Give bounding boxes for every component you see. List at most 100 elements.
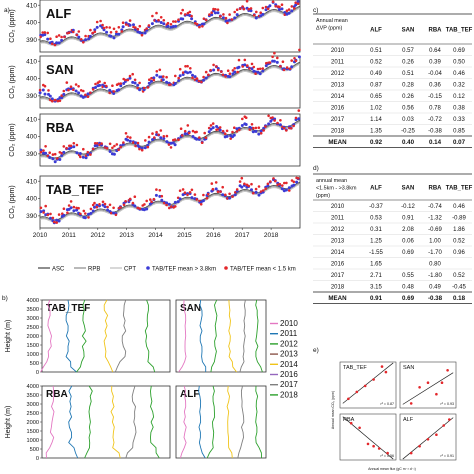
lower-point <box>250 123 254 126</box>
lower-point <box>279 65 282 68</box>
upper-point <box>202 78 206 82</box>
upper-point <box>121 25 125 29</box>
table-mean-cell: 0.40 <box>402 139 415 146</box>
y-tick-label: 400 <box>26 76 37 83</box>
lower-point <box>296 2 300 5</box>
lower-point <box>55 35 58 38</box>
lower-point <box>111 84 114 87</box>
upper-point <box>74 89 78 93</box>
upper-point <box>41 88 45 92</box>
y-tick-label: 390 <box>26 93 37 100</box>
upper-point <box>290 65 294 69</box>
lower-point <box>218 126 222 129</box>
upper-point <box>162 137 166 140</box>
lower-point <box>44 204 47 208</box>
upper-point <box>197 137 201 141</box>
table-cell: 0.46 <box>453 204 465 210</box>
table-cell: 0.28 <box>402 82 414 88</box>
upper-point <box>261 69 265 73</box>
timeseries-panel-rba: RBA 390 400 410 CO₂ (ppm) <box>9 109 301 167</box>
lower-point <box>250 62 254 66</box>
lower-point <box>261 6 265 10</box>
upper-point <box>188 70 192 74</box>
lower-point <box>86 150 90 154</box>
lower-point <box>74 83 78 86</box>
lower-point <box>128 19 132 22</box>
upper-point <box>178 74 182 78</box>
lower-point <box>194 21 197 25</box>
y-tick-label: 1000 <box>27 352 39 358</box>
upper-point <box>55 218 59 222</box>
lower-point <box>245 0 249 3</box>
table-cell: 0.49 <box>429 284 441 290</box>
upper-point <box>122 82 126 85</box>
table-header-cell: SAN <box>402 28 415 34</box>
lower-point <box>66 211 69 214</box>
upper-point <box>221 193 225 197</box>
lower-point <box>146 145 150 149</box>
regression-point <box>418 444 421 448</box>
lower-point <box>273 51 276 55</box>
upper-point <box>78 152 82 155</box>
table-cell: 2012 <box>331 227 345 233</box>
year-legend-label: 2012 <box>280 339 298 348</box>
table-cell: 0.87 <box>370 82 382 88</box>
table-mean-cell: 0.69 <box>402 295 415 302</box>
lower-point <box>91 88 95 91</box>
lower-point <box>75 206 78 210</box>
station-label: RBA <box>46 120 75 135</box>
upper-point <box>207 130 211 134</box>
panel-c: c) Annual mean ΔVP (ppm) ALF SAN RBA TAB_TEF 2… <box>313 7 473 148</box>
lower-point <box>290 5 294 8</box>
table-mean-cell: 0.14 <box>429 139 442 146</box>
upper-point <box>98 83 102 87</box>
lower-point <box>132 141 135 144</box>
lower-point <box>151 14 154 18</box>
regression-frame <box>399 413 457 461</box>
lower-point <box>47 89 50 92</box>
lower-point <box>91 147 95 151</box>
upper-point <box>89 211 93 215</box>
upper-point <box>280 187 284 191</box>
upper-point <box>112 211 116 215</box>
y-tick-label: 410 <box>26 178 37 185</box>
lower-point <box>254 10 258 14</box>
upper-point <box>143 146 147 150</box>
lower-point <box>140 148 144 152</box>
upper-point <box>150 79 153 83</box>
lower-point <box>120 30 124 33</box>
table-cell: -1.80 <box>428 273 442 279</box>
lower-point <box>196 23 199 26</box>
y-tick-label: 2500 <box>27 325 39 331</box>
profile-line <box>114 299 127 373</box>
upper-point <box>84 156 88 160</box>
table-header-cell: TAB_TEF <box>446 186 473 192</box>
lower-point <box>121 21 125 25</box>
lower-point <box>289 127 293 130</box>
lower-point <box>188 10 192 14</box>
upper-point <box>209 127 213 131</box>
regression-point <box>355 390 359 394</box>
lower-point <box>119 82 123 85</box>
lower-point <box>53 98 57 102</box>
regression-r2: r² = 0.87 <box>381 402 394 406</box>
y-tick-label: 390 <box>26 213 37 220</box>
station-label: SAN <box>403 365 414 371</box>
lower-point <box>95 205 99 209</box>
regression-point <box>435 392 438 396</box>
lower-point <box>145 199 148 203</box>
lower-point <box>39 150 43 154</box>
lower-point <box>82 147 85 151</box>
lower-point <box>285 66 289 69</box>
upper-point <box>79 94 83 98</box>
lower-point <box>114 213 118 217</box>
upper-point <box>133 27 137 31</box>
upper-point <box>176 200 180 204</box>
lower-point <box>112 90 115 93</box>
regression-r2: r² = 0.93 <box>441 402 454 406</box>
upper-point <box>214 187 218 191</box>
lower-point <box>282 126 286 130</box>
table-cell: 0.91 <box>402 215 414 221</box>
profile-line <box>84 385 93 459</box>
lower-point <box>91 203 95 207</box>
